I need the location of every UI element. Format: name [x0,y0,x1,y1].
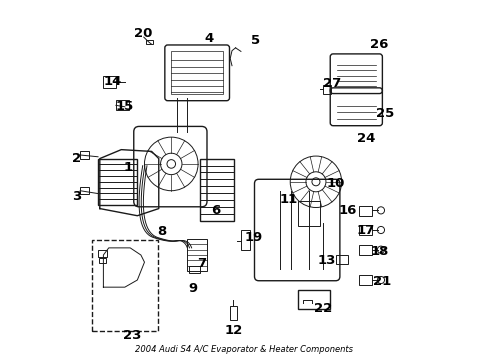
Bar [102,76,116,88]
Text: 20: 20 [133,27,152,40]
Text: 17: 17 [356,224,374,237]
Bar [358,245,372,255]
Text: 23: 23 [122,329,141,342]
Text: 18: 18 [370,245,388,258]
Text: 15: 15 [116,100,134,113]
Text: 26: 26 [369,38,388,51]
Bar [98,250,107,257]
Bar [189,266,200,273]
Text: 7: 7 [197,257,206,270]
Text: 14: 14 [103,75,121,88]
Text: 19: 19 [244,231,262,244]
Bar [80,187,89,194]
Bar [116,100,129,111]
Bar [358,275,372,285]
Bar [241,230,249,249]
Text: 6: 6 [211,204,220,217]
Bar [187,239,206,271]
Bar [298,290,329,309]
Text: 21: 21 [372,275,390,288]
Bar [80,152,89,158]
Text: 3: 3 [72,190,81,203]
Text: 12: 12 [224,324,243,337]
Bar [358,206,372,216]
Text: 5: 5 [250,34,259,47]
Text: 8: 8 [158,225,166,238]
Text: 13: 13 [317,254,335,267]
Bar [230,306,236,320]
Text: 4: 4 [203,32,213,45]
Text: 9: 9 [188,283,197,296]
Text: 27: 27 [322,77,341,90]
Text: 24: 24 [356,132,374,145]
Bar [146,40,152,44]
Bar [91,240,157,331]
Bar [171,51,223,94]
Bar [358,225,372,235]
Bar [98,158,137,205]
Text: 2: 2 [72,152,81,165]
Bar [323,85,330,94]
Bar [335,255,347,264]
Text: 10: 10 [325,177,344,190]
Text: 2004 Audi S4 A/C Evaporator & Heater Components: 2004 Audi S4 A/C Evaporator & Heater Com… [135,345,353,354]
Text: 22: 22 [313,302,331,315]
Text: 11: 11 [280,193,298,206]
Bar [200,158,233,221]
Text: 1: 1 [123,161,133,174]
Bar [298,202,319,226]
Text: 25: 25 [376,107,394,120]
Bar [99,257,106,263]
Text: 16: 16 [338,204,357,217]
